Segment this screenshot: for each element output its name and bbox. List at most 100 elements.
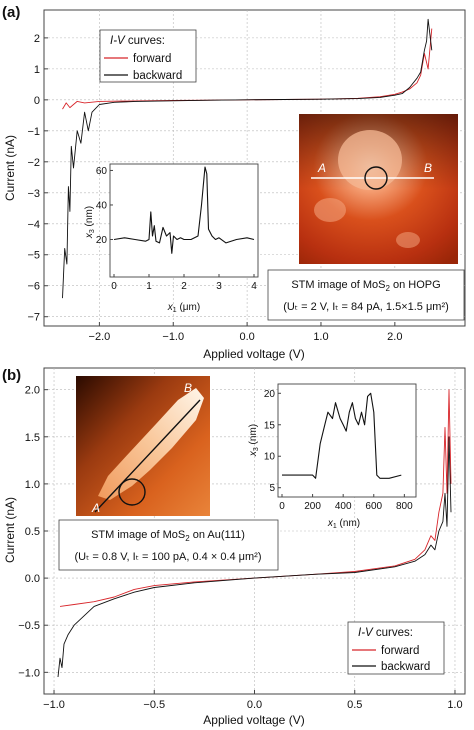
- panel-a-label: (a): [2, 4, 20, 21]
- y-tick-label: −6: [27, 281, 40, 293]
- panel-b-inset-profile: 0 200 400 600 800 5 10 15 20 x1 (nm) x3 (nm): [248, 383, 417, 530]
- panel-a-legend-title: I-V curves:: [110, 35, 165, 47]
- inset-x-tick-label: 0: [111, 281, 117, 292]
- panel-a-legend: I-V curves: forward backward: [99, 29, 197, 83]
- inset-x-tick-label: 1: [146, 281, 152, 292]
- panel-b-stm-marker-b: B: [184, 381, 192, 395]
- inset-x-tick-label: 3: [216, 281, 222, 292]
- panel-a-inset-line: [113, 166, 255, 254]
- panel-a-stm-marker-circle: [364, 166, 388, 190]
- panel-b-stm-marker-a: A: [91, 501, 100, 515]
- y-tick-label: 2: [34, 33, 40, 45]
- panel-a-stm-image: A B: [299, 114, 458, 264]
- x-tick-label: −1.0: [162, 331, 184, 343]
- panel-b-inset-y-label: x3 (nm): [248, 424, 260, 457]
- panel-b-inset-frame: [277, 383, 417, 498]
- x-tick-label: 1.0: [447, 699, 462, 711]
- y-tick-label: −5: [27, 250, 40, 262]
- panel-b-legend-forward-label: forward: [381, 645, 419, 657]
- panel-a-y-axis-label: Current (nA): [3, 135, 17, 201]
- inset-x-tick-label: 4: [251, 281, 257, 292]
- panel-a-legend-backward-label: backward: [133, 70, 182, 82]
- panel-a-caption-box: [267, 269, 465, 321]
- inset-x-tick-label: 2: [181, 281, 187, 292]
- y-tick-label: −2: [27, 157, 40, 169]
- inset-x-tick-label: 400: [335, 501, 352, 512]
- panel-b-label: (b): [2, 367, 21, 384]
- panel-a-plot-frame: [43, 9, 466, 327]
- panel-a-x-ticks: −2.0 −1.0 0.0 1.0 2.0: [89, 322, 402, 343]
- panel-a-legend-forward-label: forward: [133, 53, 171, 65]
- panel-b-legend-box: [347, 621, 445, 675]
- inset-profile-line: [113, 166, 255, 254]
- panel-a-inset-profile: 0 1 2 3 4 20 40 60 x1 (μm) x3 (nm): [84, 163, 259, 314]
- x-tick-label: 0.0: [239, 331, 254, 343]
- x-tick-label: −2.0: [89, 331, 111, 343]
- inset-profile-line: [282, 392, 402, 479]
- panel-a-stm-flake-small: [396, 232, 420, 248]
- panel-a-inset-y-label: x3 (nm): [84, 206, 96, 239]
- series-line-forward: [59, 389, 452, 607]
- panel-a-inset-frame: [109, 163, 259, 278]
- inset-y-tick-label: 10: [264, 452, 276, 463]
- panel-a-y-ticks: −7 −6 −5 −4 −3 −2 −1 0 1 2: [27, 33, 48, 324]
- y-tick-label: 1.5: [25, 432, 40, 444]
- panel-a-caption-line1: STM image of MoS2 on HOPG: [291, 279, 440, 293]
- panel-a-caption-line2: (Uₜ = 2 V, Iₜ = 84 pA, 1.5×1.5 μm²): [283, 301, 449, 313]
- panel-b-legend-backward-label: backward: [381, 661, 430, 673]
- inset-y-tick-label: 5: [269, 483, 275, 494]
- panel-b-stm-flake: [98, 388, 204, 500]
- x-tick-label: 2.0: [387, 331, 402, 343]
- y-tick-label: 0.5: [25, 526, 40, 538]
- panel-b-legend-title: I-V curves:: [358, 627, 413, 639]
- series-line-backward: [62, 18, 433, 299]
- series-line-backward: [57, 436, 452, 678]
- panel-b-caption-line1: STM image of MoS2 on Au(111): [91, 529, 245, 543]
- y-tick-label: −1.0: [18, 667, 40, 679]
- y-tick-label: −4: [27, 219, 40, 231]
- y-tick-label: −1: [27, 126, 40, 138]
- y-tick-label: 2.0: [25, 385, 40, 397]
- x-tick-label: −0.5: [143, 699, 165, 711]
- inset-y-tick-label: 60: [96, 166, 108, 177]
- inset-y-tick-label: 20: [264, 389, 276, 400]
- inset-x-tick-label: 600: [365, 501, 382, 512]
- inset-y-tick-label: 15: [264, 420, 276, 431]
- y-tick-label: 0: [34, 95, 40, 107]
- x-tick-label: 1.0: [313, 331, 328, 343]
- panel-b-x-axis-label: Applied voltage (V): [203, 713, 304, 727]
- panel-b-stm-marker-circle: [118, 478, 146, 506]
- panel-b-inset-x-label: x1 (nm): [327, 518, 360, 530]
- y-tick-label: −7: [27, 312, 40, 324]
- inset-y-tick-label: 40: [96, 200, 108, 211]
- panel-a-stm-caption: STM image of MoS2 on HOPG (Uₜ = 2 V, Iₜ …: [267, 269, 465, 321]
- inset-x-tick-label: 0: [279, 501, 285, 512]
- y-tick-label: 1.0: [25, 479, 40, 491]
- panel-a-inset-ticks: 0 1 2 3 4 20 40 60: [96, 166, 257, 292]
- inset-x-tick-label: 800: [396, 501, 413, 512]
- inset-y-tick-label: 20: [96, 235, 108, 246]
- panel-b-y-ticks: −1.0 −0.5 0.0 0.5 1.0 1.5 2.0: [18, 385, 48, 679]
- panel-a-x-axis-label: Applied voltage (V): [203, 347, 304, 361]
- panel-b-inset-line: [282, 392, 402, 479]
- panel-b-caption-box: [58, 519, 279, 571]
- panel-b-y-axis-label: Current (nA): [3, 497, 17, 563]
- panel-b-stm-profile-line: [94, 399, 201, 513]
- panel-b-caption-line2: (Uₜ = 0.8 V, Iₜ = 100 pA, 0.4 × 0.4 μm²): [75, 551, 262, 563]
- panel-b-x-ticks: −1.0 −0.5 0.0 0.5 1.0: [43, 690, 463, 711]
- panel-a-inset-x-label: x1 (μm): [167, 302, 200, 314]
- x-tick-label: −1.0: [43, 699, 65, 711]
- y-tick-label: 0.0: [25, 573, 40, 585]
- panel-b-series: [57, 389, 452, 678]
- inset-x-tick-label: 200: [304, 501, 321, 512]
- panel-b-inset-ticks: 0 200 400 600 800 5 10 15 20: [264, 389, 413, 512]
- panel-b: (b) −1.0 −0.5 0.0 0.5 1.0 1.5 2.0 −1.0 −0.5 0.0 0…: [2, 367, 466, 727]
- panel-a-stm-flake-small: [314, 198, 346, 222]
- panel-a-series: [62, 18, 433, 299]
- panel-b-stm-image: A B: [76, 376, 210, 516]
- panel-a-stm-marker-b: B: [424, 161, 432, 175]
- panel-a-stm-flake: [338, 130, 402, 190]
- y-tick-label: −3: [27, 188, 40, 200]
- panel-a-legend-box: [99, 29, 197, 83]
